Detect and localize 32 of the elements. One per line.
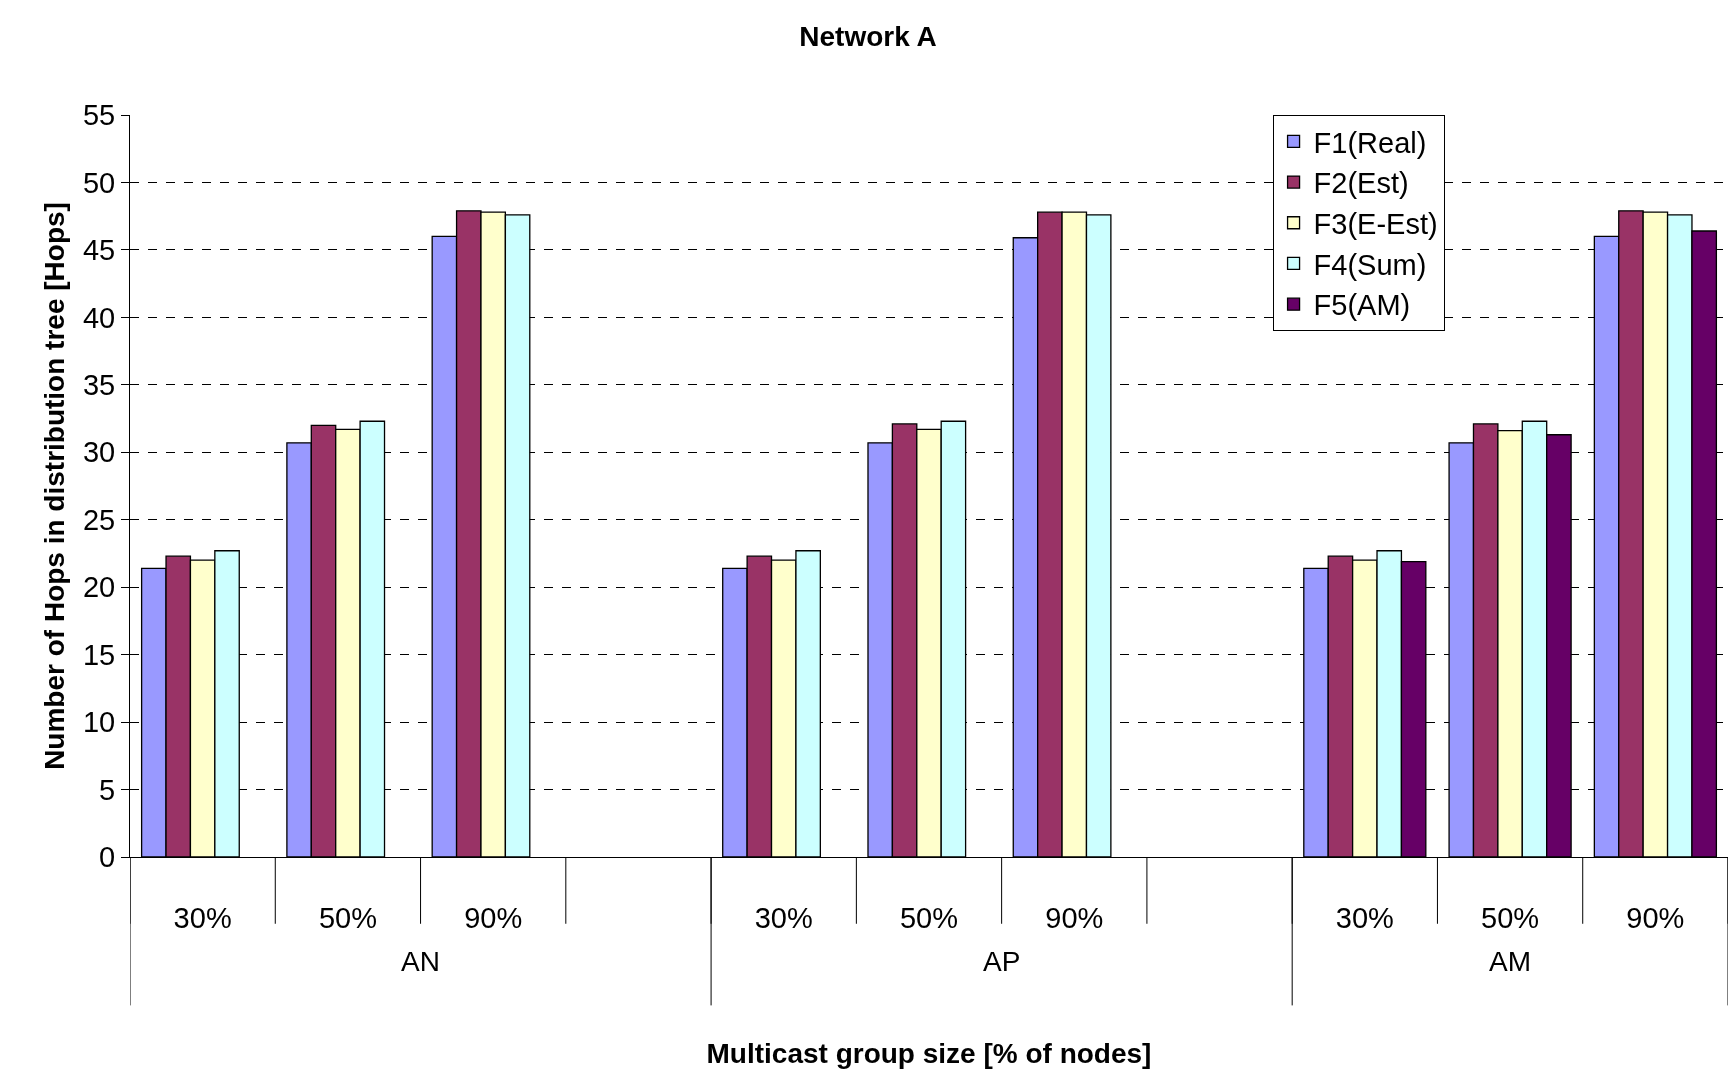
y-tick-label: 50: [82, 166, 116, 199]
text: AM: [1489, 946, 1531, 977]
y-tick-label: 45: [82, 234, 116, 267]
x-tick-label: 90%: [1626, 901, 1685, 934]
x-tick-label: 30%: [754, 901, 813, 934]
legend-label: F5(AM): [1313, 289, 1411, 322]
x-tick-label: 30%: [1335, 901, 1394, 934]
x-axis-title: Multicast group size [% of nodes]: [706, 1037, 1152, 1069]
y-tick-label: 0: [99, 841, 116, 874]
legend-label: F1(Real): [1313, 126, 1427, 159]
y-tick-label: 55: [82, 99, 116, 132]
y-tick-label: 30: [82, 436, 116, 469]
x-tick-label: 90%: [464, 901, 523, 934]
legend-label: F4(Sum): [1313, 248, 1427, 281]
x-tick-label: 90%: [1045, 901, 1104, 934]
x-tick-label: 50%: [1481, 901, 1540, 934]
y-axis-title: Number of Hops in distribution tree [Hops]: [38, 202, 70, 770]
y-tick-label: 35: [82, 368, 116, 401]
x-tick-label: 50%: [318, 901, 377, 934]
legend-label: F2(Est): [1313, 167, 1409, 200]
legend-label: F3(E-Est): [1313, 208, 1438, 241]
y-tick-label: 5: [99, 773, 116, 806]
text: AN: [401, 946, 440, 977]
y-tick-label: 40: [82, 301, 116, 334]
y-tick-label: 25: [82, 503, 116, 536]
y-tick-label: 15: [82, 638, 116, 671]
x-tick-label: 50%: [899, 901, 959, 934]
y-tick-label: 20: [82, 571, 116, 604]
text: AP: [983, 946, 1021, 977]
chart-title: Network A: [799, 21, 937, 53]
x-tick-label: 30%: [173, 901, 232, 934]
y-tick-label: 10: [82, 706, 116, 739]
